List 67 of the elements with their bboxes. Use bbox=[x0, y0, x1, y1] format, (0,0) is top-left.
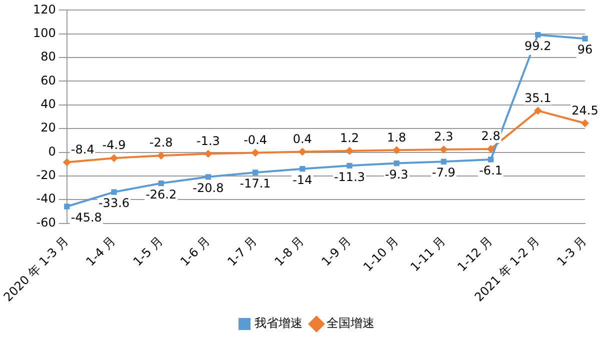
y-tick-label: 100 bbox=[33, 26, 56, 40]
x-tick-label: 1-9 月 bbox=[318, 234, 354, 269]
data-label: 1.2 bbox=[340, 130, 360, 145]
data-label: -6.1 bbox=[479, 164, 503, 178]
data-label: -11.3 bbox=[334, 170, 366, 184]
legend-label: 全国增速 bbox=[326, 316, 374, 330]
data-label: -2.8 bbox=[149, 136, 173, 150]
point bbox=[346, 162, 352, 168]
x-tick-label: 1-5 月 bbox=[130, 234, 166, 269]
y-tick-label: -40 bbox=[36, 192, 56, 206]
data-label: -7.9 bbox=[432, 166, 456, 180]
data-label: 35.1 bbox=[524, 90, 552, 105]
point bbox=[392, 146, 401, 154]
point bbox=[440, 146, 448, 154]
point bbox=[111, 189, 117, 195]
point bbox=[204, 150, 212, 158]
y-tick-label: 20 bbox=[40, 120, 56, 135]
point bbox=[346, 146, 354, 155]
point bbox=[440, 158, 447, 164]
x-tick-label: 1-7 月 bbox=[224, 234, 260, 269]
point bbox=[535, 32, 541, 38]
data-label: -26.2 bbox=[146, 187, 177, 202]
y-tick-label: 60 bbox=[40, 73, 56, 88]
data-label: 24.5 bbox=[572, 103, 598, 118]
data-label: -17.1 bbox=[240, 176, 271, 191]
x-tick-label: 1-4 月 bbox=[83, 234, 118, 269]
point bbox=[157, 152, 166, 160]
point bbox=[486, 144, 495, 153]
x-tick-label: 1-6 月 bbox=[178, 234, 213, 269]
data-label: -0.4 bbox=[244, 132, 268, 147]
point bbox=[394, 160, 400, 166]
y-tick-label: -20 bbox=[36, 168, 56, 182]
point bbox=[300, 166, 306, 172]
x-tick-label: 1-8 月 bbox=[272, 234, 307, 269]
data-label: -8.4 bbox=[70, 142, 94, 156]
point bbox=[534, 106, 542, 115]
y-tick-label: -60 bbox=[36, 215, 56, 230]
data-label: -14 bbox=[292, 172, 312, 187]
data-label: 1.8 bbox=[387, 130, 406, 144]
data-label: 99.2 bbox=[524, 38, 552, 53]
data-label: -33.6 bbox=[98, 196, 130, 210]
point bbox=[205, 174, 212, 180]
data-label: -9.3 bbox=[384, 167, 408, 182]
y-tick-label: 120 bbox=[33, 2, 56, 16]
data-label: 2.8 bbox=[481, 129, 500, 144]
y-tick-label: 0 bbox=[48, 144, 56, 158]
point bbox=[581, 119, 589, 128]
legend-label: 我省增速 bbox=[254, 316, 302, 330]
data-label: -45.8 bbox=[70, 210, 102, 225]
data-label: -4.9 bbox=[102, 138, 126, 152]
data-label: 0.4 bbox=[292, 132, 312, 146]
point bbox=[251, 148, 260, 157]
point bbox=[62, 158, 71, 166]
data-label: -20.8 bbox=[192, 181, 224, 196]
point bbox=[158, 180, 164, 186]
point bbox=[252, 170, 258, 176]
data-label: 96 bbox=[577, 42, 593, 57]
point bbox=[64, 204, 70, 210]
x-tick-label: 1-3 月 bbox=[554, 234, 590, 269]
data-label: -1.3 bbox=[196, 134, 220, 148]
point bbox=[582, 36, 588, 42]
data-label: 2.3 bbox=[434, 130, 454, 144]
point bbox=[488, 156, 494, 162]
y-tick-label: 40 bbox=[40, 97, 56, 112]
point bbox=[298, 148, 306, 156]
point bbox=[110, 154, 118, 162]
y-tick-label: 80 bbox=[40, 50, 56, 64]
